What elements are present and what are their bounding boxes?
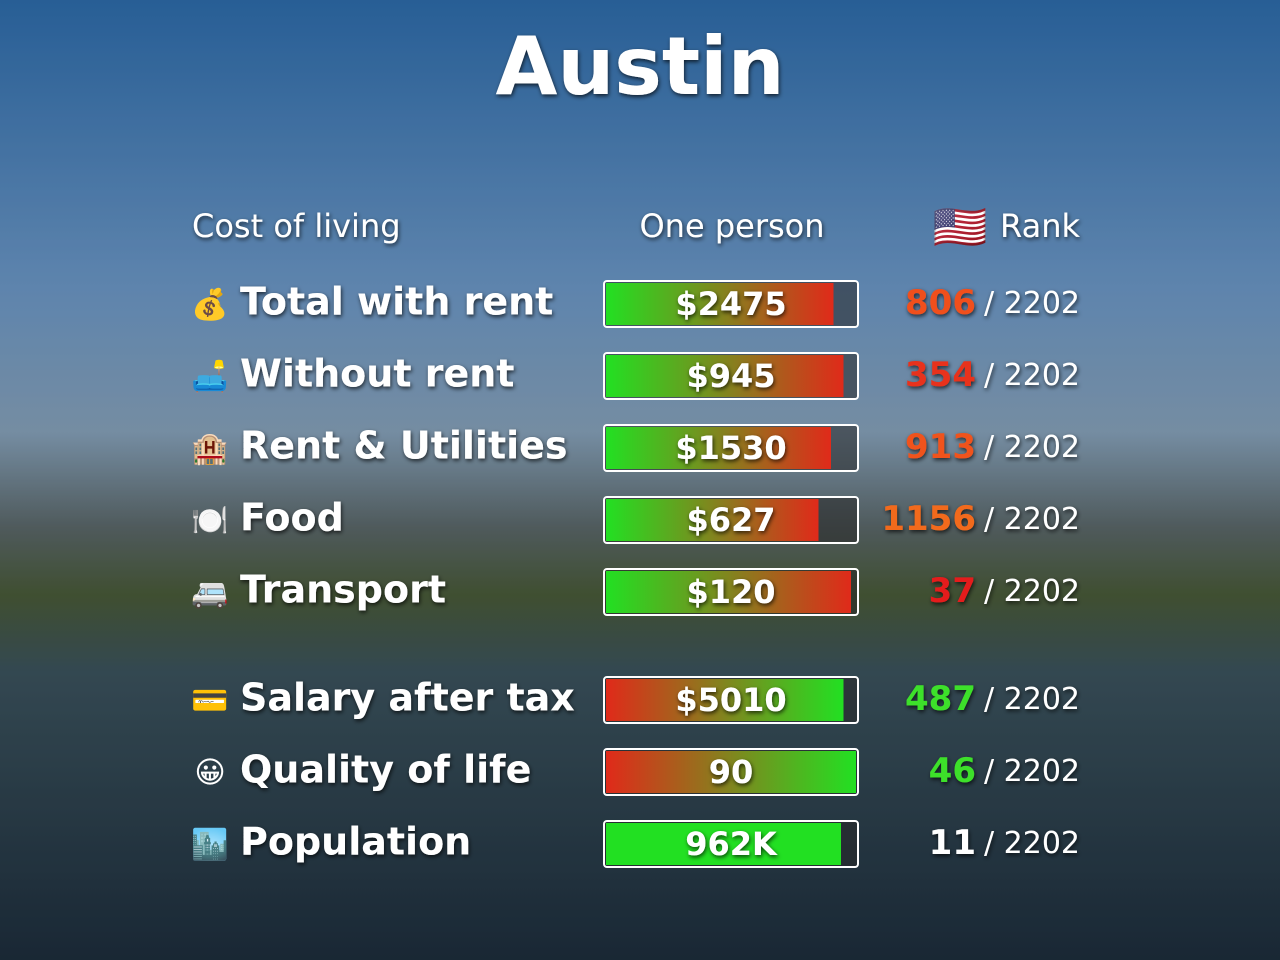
rank: 354/ 2202 [905, 355, 1080, 395]
bar-fill [606, 499, 819, 541]
rank-number: 37 [929, 571, 976, 611]
bar-value: 962K [685, 825, 778, 863]
rank-total: / 2202 [984, 430, 1080, 465]
row-label: Rent & Utilities [240, 424, 568, 468]
rank-number: 11 [929, 823, 976, 863]
rank-number: 354 [905, 355, 976, 395]
bar-fill [606, 283, 834, 325]
bar-value: $1530 [675, 429, 786, 467]
bar-fill [606, 427, 831, 469]
header-label: Cost of living [192, 207, 401, 245]
rank-number: 913 [905, 427, 976, 467]
bar-fill [606, 823, 841, 865]
header-value: One person [639, 207, 824, 245]
row-label: Without rent [240, 352, 514, 396]
row-icon: 😀 [194, 756, 225, 791]
rank-total: / 2202 [984, 358, 1080, 393]
rank-total: / 2202 [984, 502, 1080, 537]
title: Austin [495, 20, 784, 113]
row-icon: 💰 [191, 287, 228, 323]
row-icon: 🛋️ [191, 359, 228, 395]
rank: 487/ 2202 [905, 679, 1080, 719]
rank-total: / 2202 [984, 574, 1080, 609]
bar-fill [606, 679, 844, 721]
rank-number: 1156 [881, 499, 976, 539]
bar-fill [606, 751, 856, 793]
header-flag: 🇺🇸 [933, 202, 988, 253]
rank-number: 806 [905, 283, 976, 323]
bar-value: $2475 [675, 285, 786, 323]
row-label: Food [240, 496, 344, 540]
row-icon: 💳 [191, 684, 228, 719]
rank-total: / 2202 [984, 682, 1080, 717]
rank: 11/ 2202 [929, 823, 1080, 863]
row-label: Quality of life [240, 748, 531, 792]
row-icon: 🍽️ [191, 504, 228, 539]
bar-fill [606, 355, 844, 397]
rank: 1156/ 2202 [881, 499, 1080, 539]
rank: 913/ 2202 [905, 427, 1080, 467]
bar-value: $945 [686, 357, 775, 395]
rank: 37/ 2202 [929, 571, 1080, 611]
rank: 806/ 2202 [905, 283, 1080, 323]
bar-fill [606, 571, 851, 613]
row-icon: 🏙️ [191, 827, 228, 863]
bar-value: $120 [686, 573, 775, 611]
row-icon: 🚐 [191, 576, 228, 611]
rank-number: 487 [905, 679, 976, 719]
bar-value: 90 [709, 753, 754, 791]
row-label: Salary after tax [240, 676, 575, 720]
rank-total: / 2202 [984, 826, 1080, 861]
rank-total: / 2202 [984, 754, 1080, 789]
bar-value: $5010 [675, 681, 786, 719]
row-label: Population [240, 820, 471, 864]
bar-value: $627 [686, 501, 775, 539]
row-icon: 🏨 [191, 432, 228, 467]
header-rank: Rank [1000, 207, 1080, 245]
row-label: Total with rent [240, 280, 553, 324]
rank-number: 46 [929, 751, 976, 791]
row-label: Transport [240, 568, 446, 612]
rank: 46/ 2202 [929, 751, 1080, 791]
rank-total: / 2202 [984, 286, 1080, 321]
